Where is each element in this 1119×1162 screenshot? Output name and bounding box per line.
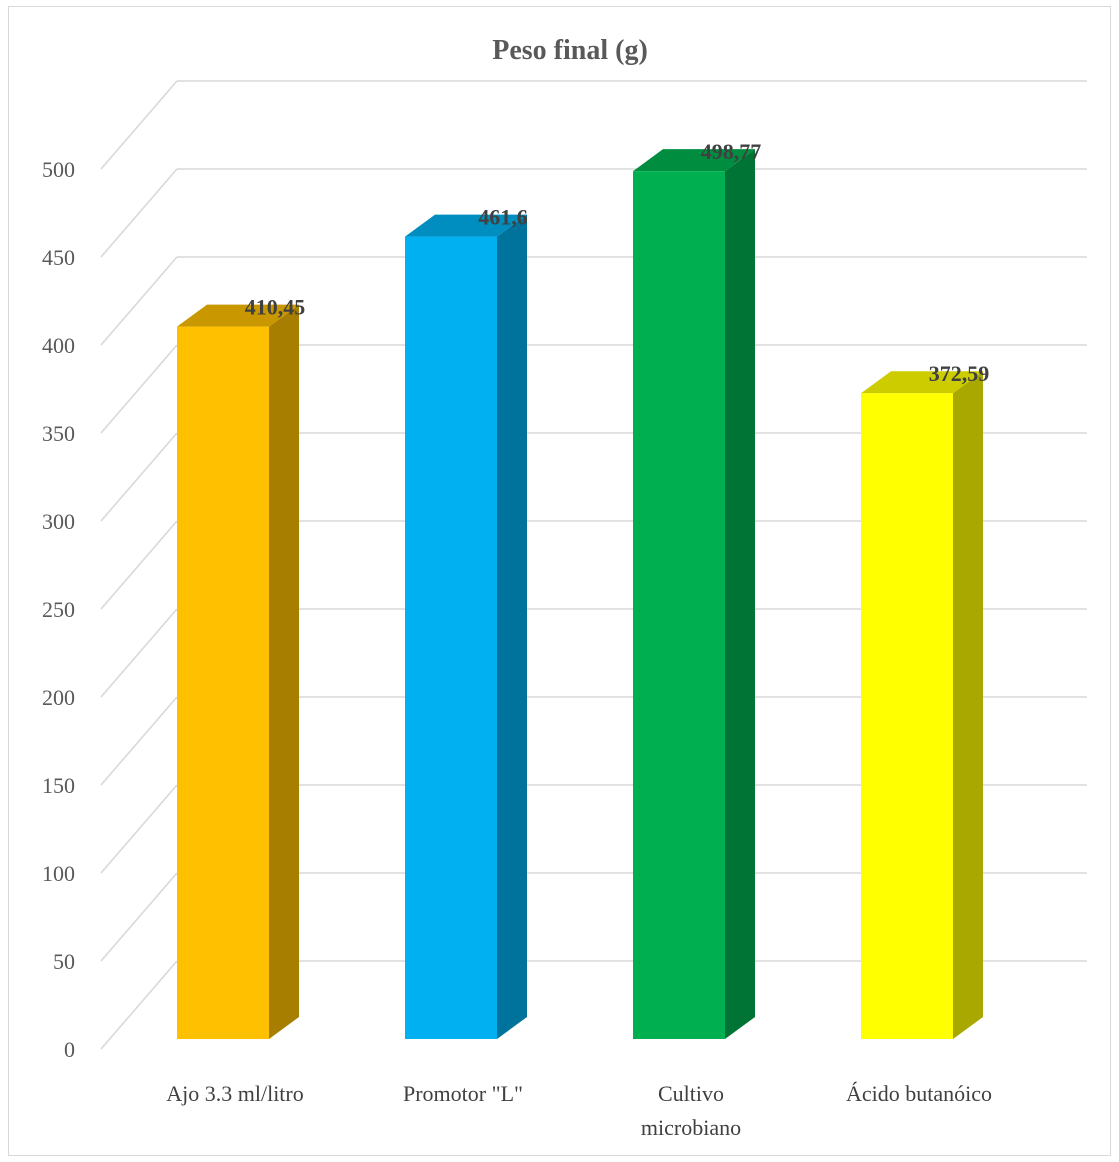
data-label: 498,77 [701, 139, 762, 164]
gridline-diagonal [100, 168, 178, 258]
bar-side-face [497, 214, 527, 1040]
y-tick-label: 400 [42, 333, 75, 358]
gridline-diagonal [100, 872, 178, 962]
y-axis: 0 50 100 150 200 250 300 350 400 450 500 [42, 157, 75, 1062]
x-axis: Ajo 3.3 ml/litro Promotor "L" Cultivo micro… [166, 1081, 992, 1140]
y-tick-label: 450 [42, 245, 75, 270]
gridline-diagonal [100, 696, 178, 786]
bar-4 [861, 371, 983, 1040]
x-category-label: Cultivo [658, 1081, 724, 1106]
bar-front-face [633, 171, 725, 1039]
gridline-diagonal [100, 344, 178, 434]
x-category-label: Promotor "L" [403, 1081, 523, 1106]
y-tick-label: 500 [42, 157, 75, 182]
y-tick-label: 350 [42, 421, 75, 446]
chart-frame: Peso final (g) 0 50 100 150 200 250 300 350 400 4… [8, 6, 1111, 1156]
bar-front-face [405, 236, 497, 1040]
gridline-diagonal [100, 960, 178, 1050]
bar-front-face [177, 326, 269, 1039]
data-label: 372,59 [929, 361, 990, 386]
bar-top-face [405, 214, 527, 237]
bar-side-face [953, 371, 983, 1040]
y-tick-label: 0 [64, 1037, 75, 1062]
chart-title: Peso final (g) [492, 35, 648, 66]
bars [177, 149, 983, 1040]
gridline-diagonal [100, 784, 178, 874]
x-category-label: Ajo 3.3 ml/litro [166, 1081, 304, 1106]
y-tick-label: 300 [42, 509, 75, 534]
y-tick-label: 200 [42, 685, 75, 710]
data-label: 461,6 [478, 205, 528, 230]
y-tick-label: 100 [42, 861, 75, 886]
bar-side-face [725, 149, 755, 1039]
x-category-label: Ácido butanóico [846, 1081, 992, 1106]
bar-top-face [177, 304, 299, 327]
y-tick-label: 50 [53, 949, 75, 974]
bar-2 [405, 214, 527, 1040]
data-labels: 410,45 461,6 498,77 372,59 [245, 139, 990, 386]
gridline-diagonal [100, 80, 178, 170]
gridline-diagonal [100, 608, 178, 698]
bar-3 [633, 149, 755, 1039]
gridline-diagonal [100, 520, 178, 610]
bar-top-face [861, 371, 983, 394]
gridline-diagonal [100, 432, 178, 522]
bar-top-face [633, 149, 755, 172]
y-tick-label: 250 [42, 597, 75, 622]
bar-side-face [269, 304, 299, 1039]
bar-chart: Peso final (g) 0 50 100 150 200 250 300 350 400 4… [42, 35, 1087, 1140]
bar-front-face [861, 393, 953, 1040]
gridline-diagonal [100, 256, 178, 346]
bar-1 [177, 304, 299, 1039]
x-category-label: microbiano [641, 1115, 741, 1140]
y-tick-label: 150 [42, 773, 75, 798]
data-label: 410,45 [245, 295, 306, 320]
